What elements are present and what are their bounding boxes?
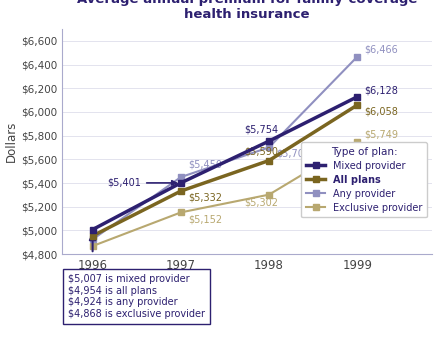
Text: $5,450: $5,450 xyxy=(188,160,222,170)
Text: $5,749: $5,749 xyxy=(364,130,398,140)
Text: $5,701: $5,701 xyxy=(276,148,310,159)
Line: All plans: All plans xyxy=(89,102,361,239)
Any provider xyxy=(90,237,95,242)
Text: $5,302: $5,302 xyxy=(244,197,278,208)
Y-axis label: Dollars: Dollars xyxy=(5,121,18,162)
Line: Mixed provider: Mixed provider xyxy=(89,93,361,233)
Text: $6,466: $6,466 xyxy=(364,44,398,54)
Line: Exclusive provider: Exclusive provider xyxy=(89,138,361,249)
All plans xyxy=(90,234,95,238)
Exclusive provider xyxy=(178,210,183,215)
Text: $5,152: $5,152 xyxy=(188,215,222,225)
Text: $5,590: $5,590 xyxy=(244,147,278,157)
All plans xyxy=(178,189,183,193)
Text: $5,007 is mixed provider
$4,954 is all plans
$4,924 is any provider
$4,868 is ex: $5,007 is mixed provider $4,954 is all p… xyxy=(68,274,206,319)
Text: $5,754: $5,754 xyxy=(244,125,278,135)
Exclusive provider xyxy=(355,139,360,144)
Title: Average annual premium for family-coverage
health insurance: Average annual premium for family-covera… xyxy=(77,0,417,21)
Text: $6,128: $6,128 xyxy=(364,85,398,95)
Any provider xyxy=(266,145,272,150)
All plans xyxy=(266,158,272,163)
Any provider xyxy=(355,54,360,59)
Text: $5,332: $5,332 xyxy=(188,192,222,202)
Text: $6,058: $6,058 xyxy=(364,106,398,116)
Exclusive provider xyxy=(90,244,95,248)
Legend: Mixed provider, All plans, Any provider, Exclusive provider: Mixed provider, All plans, Any provider,… xyxy=(301,142,427,217)
Mixed provider xyxy=(355,95,360,99)
Text: $5,401: $5,401 xyxy=(107,178,176,188)
Line: Any provider: Any provider xyxy=(89,53,361,243)
Mixed provider xyxy=(178,181,183,185)
Mixed provider xyxy=(90,227,95,232)
Exclusive provider xyxy=(266,192,272,197)
All plans xyxy=(355,103,360,107)
Mixed provider xyxy=(266,139,272,143)
Any provider xyxy=(178,175,183,179)
